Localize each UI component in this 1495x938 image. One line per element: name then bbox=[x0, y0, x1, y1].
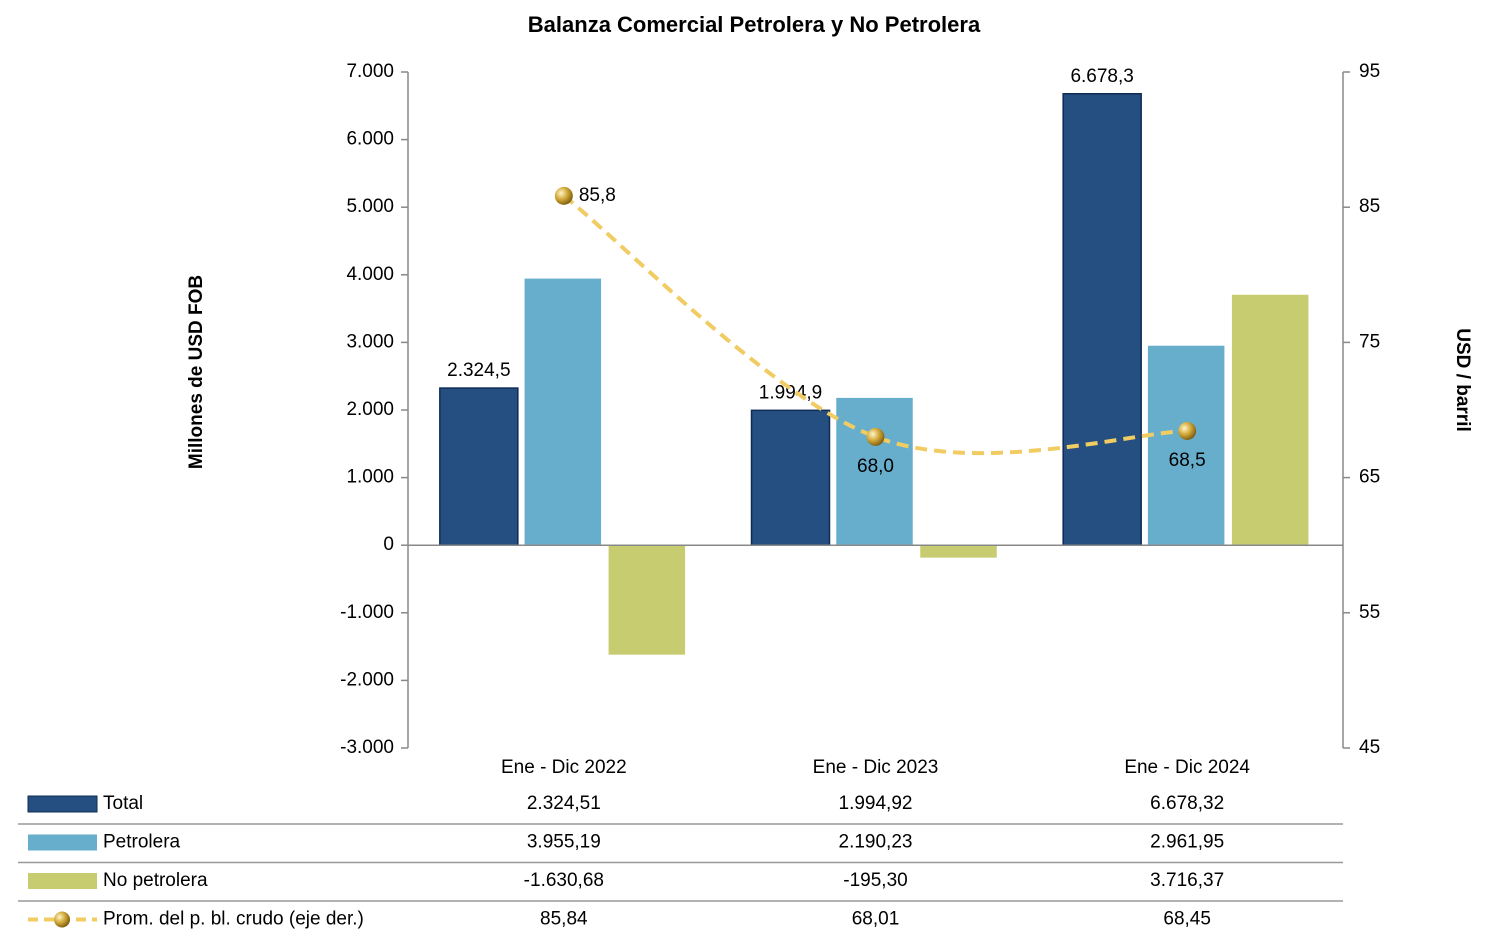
table-cell: 85,84 bbox=[540, 909, 588, 930]
y2-tick-label: 65 bbox=[1359, 467, 1380, 488]
legend-swatch bbox=[27, 795, 98, 813]
line-marker bbox=[1178, 421, 1197, 440]
table-cell: 68,01 bbox=[852, 909, 900, 930]
bar bbox=[439, 387, 519, 546]
y-axis-title: Millones de USD FOB bbox=[186, 275, 207, 469]
data-label: 68,5 bbox=[1169, 450, 1206, 471]
data-label: 68,0 bbox=[857, 456, 894, 477]
table-cell: 1.994,92 bbox=[839, 793, 913, 814]
chart-title: Balanza Comercial Petrolera y No Petrole… bbox=[528, 12, 981, 37]
table-cell: -195,30 bbox=[843, 870, 907, 891]
table-cell: 2.961,95 bbox=[1150, 832, 1224, 853]
table-cell: 3.955,19 bbox=[527, 832, 601, 853]
y-tick-label: -1.000 bbox=[340, 602, 394, 623]
table-cell: 6.678,32 bbox=[1150, 793, 1224, 814]
y-tick-label: 1.000 bbox=[346, 467, 394, 488]
y2-tick-label: 75 bbox=[1359, 331, 1380, 352]
legend-label: Petrolera bbox=[103, 832, 181, 853]
x-tick-label: Ene - Dic 2023 bbox=[813, 757, 939, 778]
legend-swatch bbox=[28, 834, 97, 851]
bar bbox=[1230, 293, 1310, 546]
x-tick-label: Ene - Dic 2024 bbox=[1124, 757, 1250, 778]
table-cell: 2.190,23 bbox=[839, 832, 913, 853]
data-label: 6.678,3 bbox=[1070, 66, 1133, 87]
bar bbox=[750, 409, 831, 546]
data-label: 1.994,9 bbox=[759, 382, 822, 403]
y-tick-label: 6.000 bbox=[346, 129, 394, 150]
y-tick-label: 0 bbox=[383, 534, 394, 555]
bar bbox=[834, 396, 915, 546]
y-tick-label: 3.000 bbox=[346, 331, 394, 352]
y-tick-label: 2.000 bbox=[346, 399, 394, 420]
legend-marker bbox=[54, 911, 70, 928]
table-cell: 2.324,51 bbox=[527, 793, 601, 814]
line bbox=[562, 194, 1188, 456]
table-cell: 3.716,37 bbox=[1150, 870, 1224, 891]
y-tick-label: 7.000 bbox=[346, 61, 394, 82]
line-marker bbox=[866, 427, 885, 446]
line-marker bbox=[554, 186, 573, 205]
table-cell: -1.630,68 bbox=[524, 870, 604, 891]
legend-label: No petrolera bbox=[103, 870, 208, 891]
y2-axis-title: USD / barril bbox=[1452, 328, 1473, 431]
bar bbox=[523, 277, 603, 546]
y-tick-label: -3.000 bbox=[340, 737, 394, 758]
y-tick-label: -2.000 bbox=[340, 669, 394, 690]
y2-tick-label: 55 bbox=[1359, 602, 1380, 623]
bar bbox=[1062, 92, 1142, 546]
bar bbox=[607, 544, 687, 657]
bar bbox=[1146, 344, 1226, 546]
data-label: 85,8 bbox=[579, 185, 616, 206]
y-tick-label: 5.000 bbox=[346, 196, 394, 217]
table-cell: 68,45 bbox=[1163, 909, 1211, 930]
data-label: 2.324,5 bbox=[447, 360, 510, 381]
x-tick-label: Ene - Dic 2022 bbox=[501, 757, 627, 778]
legend-swatch bbox=[28, 873, 97, 889]
bar bbox=[918, 544, 999, 560]
y2-tick-label: 95 bbox=[1359, 61, 1380, 82]
y2-tick-label: 45 bbox=[1359, 737, 1380, 758]
legend-label: Total bbox=[103, 793, 143, 814]
y2-tick-label: 85 bbox=[1359, 196, 1380, 217]
y-tick-label: 4.000 bbox=[346, 264, 394, 285]
legend-label: Prom. del p. bl. crudo (eje der.) bbox=[103, 909, 364, 930]
